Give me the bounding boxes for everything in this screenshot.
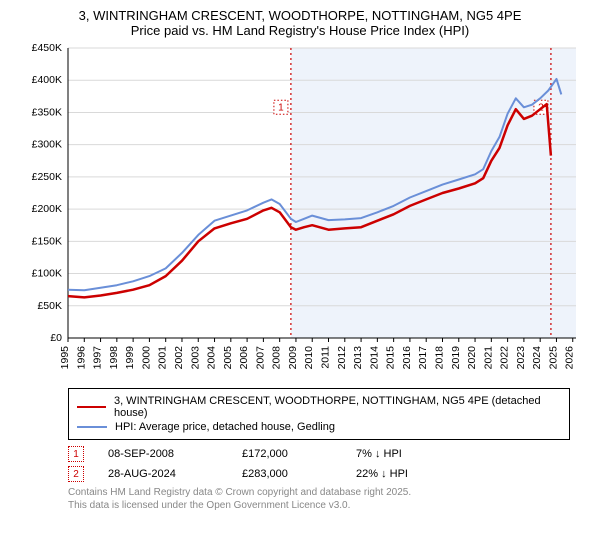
legend-label: 3, WINTRINGHAM CRESCENT, WOODTHORPE, NOT… <box>114 395 561 419</box>
legend-swatch <box>77 426 107 428</box>
svg-text:1: 1 <box>278 103 284 114</box>
svg-text:£150K: £150K <box>32 235 62 247</box>
svg-text:2012: 2012 <box>336 346 348 370</box>
chart-title: 3, WINTRINGHAM CRESCENT, WOODTHORPE, NOT… <box>10 8 590 38</box>
svg-text:£250K: £250K <box>32 171 62 183</box>
marker-badge-2: 2 <box>68 466 84 482</box>
marker-price: £283,000 <box>242 468 332 480</box>
svg-text:2022: 2022 <box>499 346 511 370</box>
svg-text:2011: 2011 <box>320 346 332 369</box>
svg-text:2018: 2018 <box>433 346 445 370</box>
marker-pct: 7% ↓ HPI <box>356 448 466 460</box>
footer-line1: Contains HM Land Registry data © Crown c… <box>68 486 570 499</box>
legend-item: 3, WINTRINGHAM CRESCENT, WOODTHORPE, NOT… <box>77 395 561 419</box>
svg-text:£100K: £100K <box>32 268 62 280</box>
svg-text:2003: 2003 <box>189 346 201 370</box>
svg-text:2010: 2010 <box>303 346 315 370</box>
svg-text:2023: 2023 <box>515 346 527 370</box>
markers-table: 1 08-SEP-2008 £172,000 7% ↓ HPI 2 28-AUG… <box>68 446 570 482</box>
svg-text:2025: 2025 <box>547 346 559 370</box>
svg-text:1996: 1996 <box>75 346 87 370</box>
footer-line2: This data is licensed under the Open Gov… <box>68 499 570 512</box>
svg-text:£200K: £200K <box>32 203 62 215</box>
svg-text:2024: 2024 <box>531 346 543 370</box>
svg-text:£0: £0 <box>50 332 62 344</box>
svg-text:2002: 2002 <box>173 346 185 370</box>
svg-text:2015: 2015 <box>385 346 397 370</box>
svg-text:£350K: £350K <box>32 106 62 118</box>
svg-text:2020: 2020 <box>466 346 478 370</box>
svg-text:2006: 2006 <box>238 346 250 370</box>
svg-text:1997: 1997 <box>92 346 104 370</box>
svg-text:1999: 1999 <box>124 346 136 370</box>
marker-row: 2 28-AUG-2024 £283,000 22% ↓ HPI <box>68 466 570 482</box>
chart-area: £0 £50K £100K £150K £200K £250K £300K £350K £400… <box>10 42 590 382</box>
svg-text:£50K: £50K <box>37 300 62 312</box>
svg-text:£300K: £300K <box>32 139 62 151</box>
marker-pct: 22% ↓ HPI <box>356 468 466 480</box>
svg-text:1998: 1998 <box>108 346 120 370</box>
svg-text:2014: 2014 <box>368 346 380 370</box>
svg-text:2000: 2000 <box>140 346 152 370</box>
legend-swatch <box>77 406 106 408</box>
svg-text:£450K: £450K <box>32 42 62 54</box>
line-chart: £0 £50K £100K £150K £200K £250K £300K £350K £400… <box>10 42 590 382</box>
svg-text:2005: 2005 <box>222 346 234 370</box>
legend-label: HPI: Average price, detached house, Gedl… <box>115 421 335 433</box>
marker-badge-1: 1 <box>68 446 84 462</box>
footer-attribution: Contains HM Land Registry data © Crown c… <box>68 486 570 512</box>
svg-text:2026: 2026 <box>564 346 576 370</box>
svg-text:2016: 2016 <box>401 346 413 370</box>
svg-text:2017: 2017 <box>417 346 429 370</box>
title-line2: Price paid vs. HM Land Registry's House … <box>10 23 590 38</box>
marker-row: 1 08-SEP-2008 £172,000 7% ↓ HPI <box>68 446 570 462</box>
legend: 3, WINTRINGHAM CRESCENT, WOODTHORPE, NOT… <box>68 388 570 440</box>
svg-text:2021: 2021 <box>482 346 494 370</box>
svg-text:2004: 2004 <box>206 346 218 370</box>
svg-text:£400K: £400K <box>32 74 62 86</box>
svg-text:2001: 2001 <box>157 346 169 370</box>
svg-text:2009: 2009 <box>287 346 299 370</box>
svg-text:2008: 2008 <box>271 346 283 370</box>
svg-text:2019: 2019 <box>450 346 462 370</box>
title-line1: 3, WINTRINGHAM CRESCENT, WOODTHORPE, NOT… <box>10 8 590 23</box>
marker-date: 08-SEP-2008 <box>108 448 218 460</box>
legend-item: HPI: Average price, detached house, Gedl… <box>77 421 561 433</box>
svg-text:2013: 2013 <box>352 346 364 370</box>
svg-text:2007: 2007 <box>254 346 266 370</box>
marker-date: 28-AUG-2024 <box>108 468 218 480</box>
marker-price: £172,000 <box>242 448 332 460</box>
svg-text:1995: 1995 <box>59 346 71 370</box>
